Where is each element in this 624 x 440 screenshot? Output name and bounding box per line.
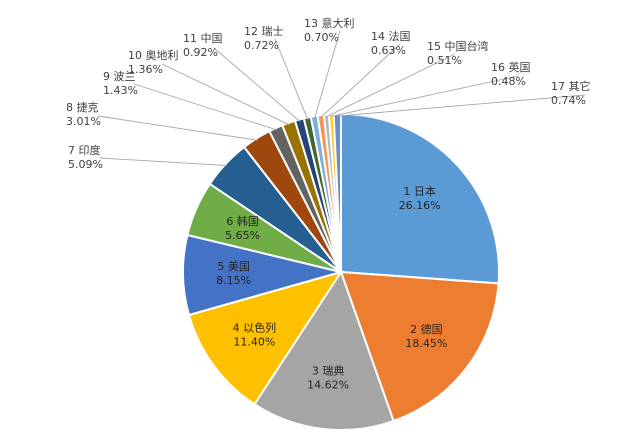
- slice-name-label-14: 14 法国: [371, 29, 411, 43]
- slice-name-label-9: 9 波兰: [103, 70, 136, 83]
- slice-label-8: 8 捷克3.01%: [66, 100, 101, 128]
- leader-line-11: [213, 47, 301, 122]
- slice-name-label-15: 15 中国台湾: [427, 39, 489, 53]
- slice-name-label-10: 10 奥地利: [128, 48, 179, 62]
- slice-name-label-17: 17 其它: [551, 79, 591, 93]
- slice-name-label-2: 2 德国: [410, 322, 443, 336]
- slice-percent-label-14: 0.63%: [371, 44, 406, 57]
- leader-line-9: [133, 83, 277, 131]
- slice-name-label-11: 11 中国: [183, 32, 223, 45]
- slice-percent-label-16: 0.48%: [491, 75, 526, 88]
- slice-percent-label-15: 0.51%: [427, 54, 462, 67]
- slices-layer: [182, 112, 500, 431]
- leader-line-15: [326, 53, 456, 118]
- slice-percent-label-3: 14.62%: [307, 379, 349, 392]
- slice-name-label-3: 3 瑞典: [312, 364, 345, 378]
- slice-percent-label-17: 0.74%: [551, 94, 586, 107]
- slice-name-label-12: 12 瑞士: [244, 24, 284, 38]
- slice-percent-label-1: 26.16%: [399, 199, 441, 212]
- leader-line-16: [331, 75, 519, 117]
- slice-name-label-1: 1 日本: [403, 184, 436, 198]
- slice-percent-label-12: 0.72%: [244, 39, 279, 52]
- slice-percent-label-6: 5.65%: [225, 229, 260, 242]
- slice-label-14: 14 法国0.63%: [371, 29, 411, 57]
- pie-slice-1: [340, 112, 500, 285]
- leader-line-13: [314, 30, 341, 119]
- slice-percent-label-9: 1.43%: [103, 84, 138, 97]
- slice-label-16: 16 英国0.48%: [491, 60, 531, 88]
- pie-slice-3: [253, 269, 395, 431]
- slice-percent-label-8: 3.01%: [66, 115, 101, 128]
- slice-label-5: 5 美国8.15%: [216, 260, 251, 287]
- slice-percent-label-5: 8.15%: [216, 274, 251, 287]
- leader-line-12: [274, 38, 309, 120]
- slice-name-label-16: 16 英国: [491, 60, 531, 74]
- leader-lines-layer: [97, 30, 586, 166]
- slice-percent-label-7: 5.09%: [68, 158, 103, 171]
- slice-percent-label-13: 0.70%: [304, 31, 339, 44]
- slice-percent-label-11: 0.92%: [183, 46, 218, 59]
- slice-name-label-7: 7 印度: [68, 143, 101, 157]
- slice-percent-label-4: 11.40%: [233, 336, 275, 349]
- slice-name-label-6: 6 韩国: [226, 214, 259, 228]
- leader-line-7: [99, 157, 228, 166]
- slice-name-label-13: 13 意大利: [304, 16, 355, 30]
- slice-percent-label-10: 1.36%: [128, 63, 163, 76]
- pie-slice-2: [339, 270, 500, 423]
- slice-name-label-8: 8 捷克: [66, 100, 99, 114]
- slice-label-11: 11 中国0.92%: [183, 32, 223, 59]
- slice-label-17: 17 其它0.74%: [551, 79, 591, 107]
- slice-label-12: 12 瑞士0.72%: [244, 24, 284, 52]
- slice-percent-label-2: 18.45%: [405, 337, 447, 350]
- leader-line-14: [320, 43, 401, 118]
- leader-line-10: [161, 63, 290, 126]
- slice-label-6: 6 韩国5.65%: [225, 214, 260, 242]
- slice-label-7: 7 印度5.09%: [68, 143, 103, 171]
- leader-line-8: [97, 115, 258, 141]
- slice-label-9: 9 波兰1.43%: [103, 70, 138, 97]
- leader-line-17: [337, 94, 586, 117]
- slice-name-label-4: 4 以色列: [233, 321, 277, 335]
- slice-name-label-5: 5 美国: [217, 260, 250, 273]
